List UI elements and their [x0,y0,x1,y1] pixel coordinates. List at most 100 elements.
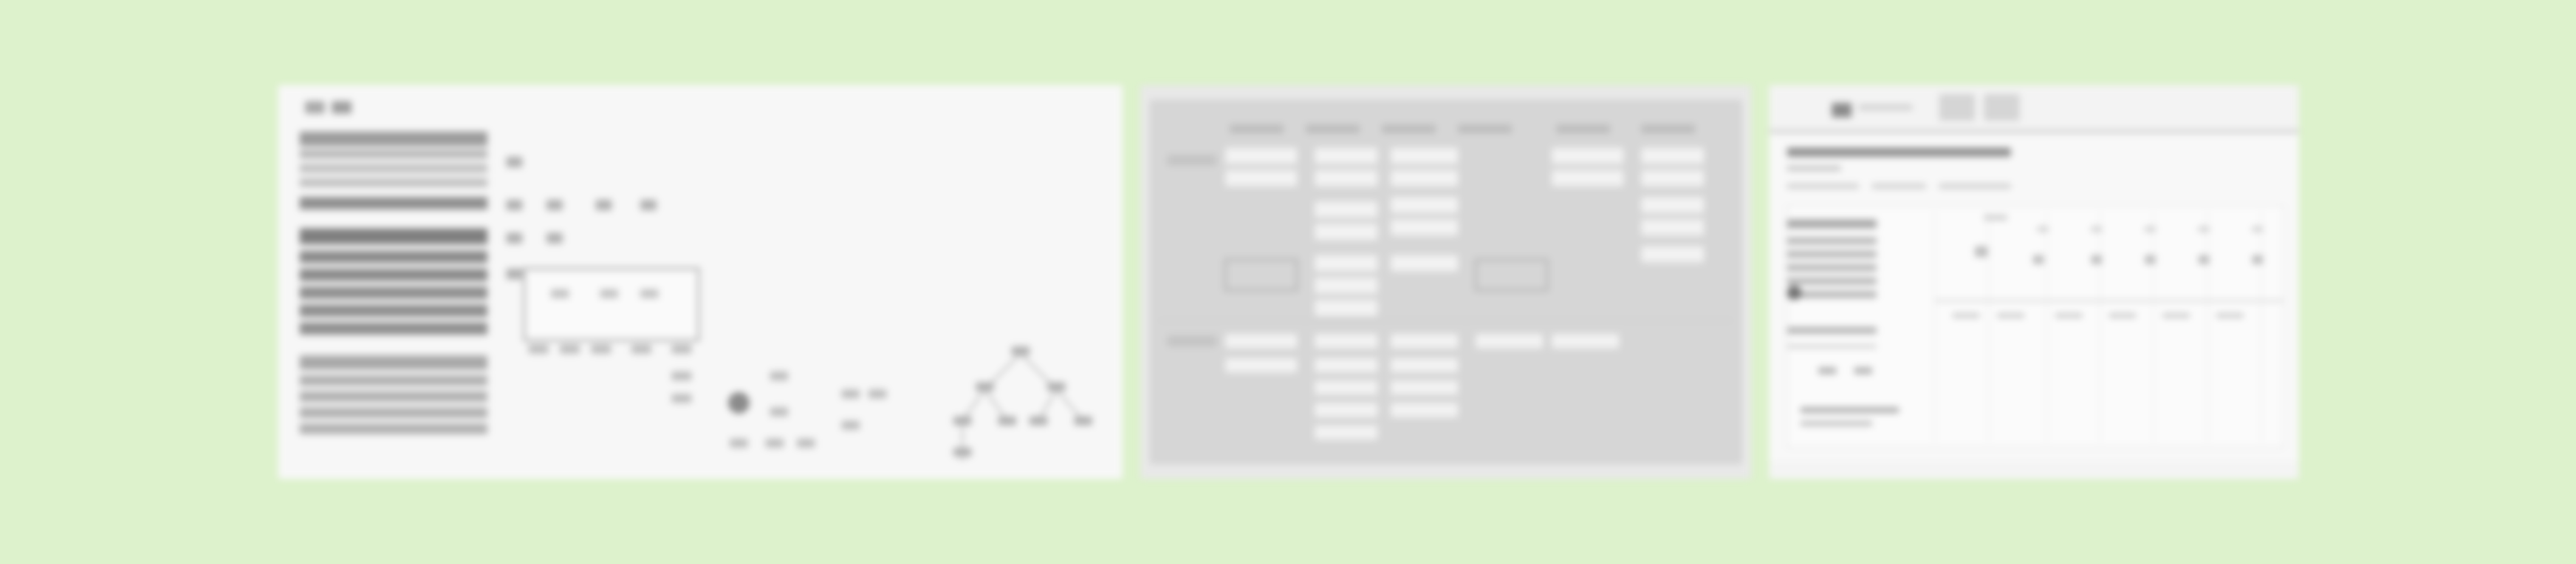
tile [1391,358,1458,372]
divider [1158,320,1733,321]
cell-mark [2033,255,2044,264]
column-header [1306,124,1360,133]
glyph [596,200,612,210]
table-row [300,322,487,335]
table-row-label [1787,327,1877,334]
column-header [1230,124,1284,133]
middle-panel [1140,85,1751,479]
tile [1315,425,1377,440]
tile [1641,197,1704,213]
tile [1641,148,1704,164]
glyph [640,200,657,210]
tile [1315,148,1377,164]
tile [1391,255,1458,271]
tile [1391,403,1458,417]
table-row-divider [1787,345,1877,348]
glyph [506,200,522,210]
toolbar-glyph-2 [332,101,352,114]
row-label [1167,155,1216,166]
tile [1315,380,1377,395]
cell-mark [2252,255,2263,264]
tile [1641,246,1704,262]
cell-mark [2199,255,2209,264]
cell-glyph [1818,367,1836,374]
column-header [1641,124,1695,133]
table-row-label [1787,219,1877,228]
toolbar-label [1859,105,1912,110]
tile [1476,334,1543,348]
tile [1391,380,1458,395]
table-footer-row [300,355,487,370]
tile [1315,300,1377,316]
tile [1391,197,1458,213]
tile [1315,170,1377,186]
document-title [1787,148,2011,157]
tile [1225,334,1297,348]
right-panel [1769,85,2299,479]
outlined-tile [1474,258,1549,292]
tree-node [1047,382,1065,391]
tile [1315,224,1377,240]
table-divider [1935,300,2284,302]
tile [1391,170,1458,186]
cell-mark [1975,246,1987,257]
glyph-grid [506,157,657,279]
table-row [300,251,487,263]
tile [1315,403,1377,417]
document-subtitle [1787,166,1841,171]
table-footer-row [300,407,487,418]
tile [1641,219,1704,235]
tile [1315,358,1377,372]
toolbar-button [1939,94,1975,121]
record-icon [1787,286,1801,300]
column-tick [1984,215,2007,220]
column-header [1382,124,1436,133]
tree-node [998,416,1016,425]
column-header [1458,124,1512,133]
table-row-label [1787,251,1877,258]
right-panel-document [1769,85,2299,479]
tree-node [953,448,971,457]
table-row [300,269,487,281]
document-line [1872,184,1926,189]
table-row-label [1787,237,1877,244]
table-header-1 [300,132,487,146]
glyph [506,233,522,244]
table-footer-row [300,375,487,386]
tile [1225,148,1297,164]
tile [1391,334,1458,348]
table-row [300,150,487,158]
tile [1315,334,1377,348]
table-row [300,286,487,299]
glyph [506,157,522,167]
tree-node [1030,416,1047,425]
tile [1225,358,1297,372]
toolbar-divider [1769,130,2299,133]
outlined-tile [1224,258,1299,292]
toolbar-button [1984,94,2020,121]
table-row-label [1787,278,1877,285]
document-table [1786,205,2284,449]
tile [1225,170,1297,186]
column-tick [2038,226,2048,232]
table-footer-label [1801,421,1872,426]
middle-panel-grid [1140,85,1751,479]
cell-mark [2091,255,2102,264]
toolbar-button [1832,103,1852,117]
column-header [1556,124,1610,133]
table-footer-row [300,423,487,434]
table-row-label [1787,291,1877,298]
outlined-card [522,267,700,403]
tile [1391,219,1458,235]
tile [1315,201,1377,218]
column-tick [2252,226,2263,232]
tile [1391,148,1458,164]
left-panel-canvas [278,85,1123,479]
table-footer-row [300,391,487,402]
tree-node [1074,416,1092,425]
column-tick [2145,226,2156,232]
toolbar-glyph-1 [305,101,325,114]
cell-mark [2145,255,2156,264]
table-row [300,178,487,187]
tile [1552,334,1619,348]
